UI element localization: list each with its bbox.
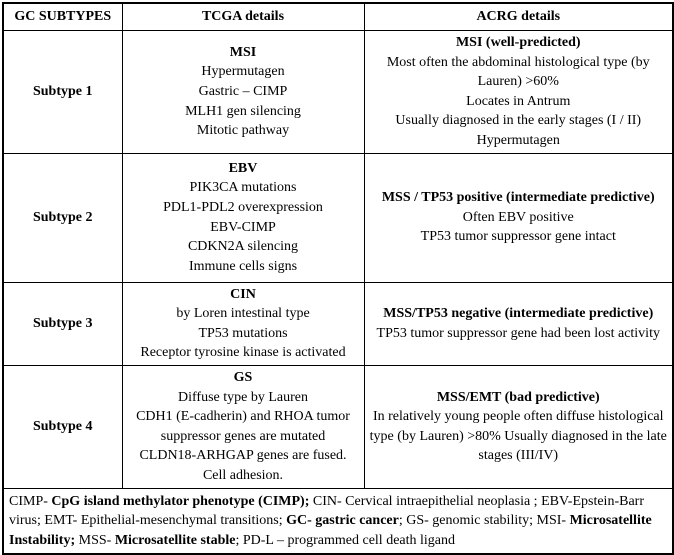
cell-line: by Loren intestinal type: [176, 306, 310, 322]
header-row: GC SUBTYPES TCGA details ACRG details: [2, 2, 674, 31]
cell-line: PDL1-PDL2 overexpression: [163, 199, 323, 215]
table-row-subtype-3: Subtype 3 CIN by Loren intestinal type TP…: [2, 281, 674, 366]
cell-line: Diffuse type by Lauren: [178, 389, 308, 405]
footnote-text: ; PD-L – programmed cell death ligand: [235, 532, 455, 548]
cell-line: Mitotic pathway: [196, 123, 290, 139]
footnote-term: GC- gastric cancer: [286, 513, 399, 529]
footnote-text: MSS-: [75, 532, 115, 548]
cell-line: MLH1 gen silencing: [185, 103, 301, 119]
cell-line: Immune cells signs: [188, 258, 298, 274]
footnote-text: ; GS- genomic stability; MSI-: [398, 513, 570, 529]
header-tcga-details: TCGA details: [121, 2, 365, 31]
subtype-3-label: Subtype 3: [2, 281, 123, 366]
acrg-lines: Often EBV positive TP53 tumor suppressor …: [369, 208, 669, 247]
cell-line: CDKN2A silencing: [187, 239, 299, 255]
subtype-2-label: Subtype 2: [2, 152, 123, 283]
subtype-1-tcga-cell: MSI Hypermutagen Gastric – CIMP MLH1 gen s…: [121, 30, 365, 154]
subtype-1-label: Subtype 1: [2, 30, 123, 154]
cell-line: Hypermutagen: [476, 132, 560, 148]
table-row-subtype-2: Subtype 2 EBV PIK3CA mutations PDL1-PDL2 …: [2, 152, 674, 283]
footnote-term: CpG island methylator phenotype (CIMP);: [51, 493, 310, 509]
subtype-2-tcga-cell: EBV PIK3CA mutations PDL1-PDL2 overexpres…: [121, 152, 365, 283]
tcga-lines: PIK3CA mutations PDL1-PDL2 overexpression…: [127, 178, 360, 276]
footnote-text: CIMP-: [9, 493, 52, 509]
acrg-title: MSS/EMT (bad predictive): [436, 389, 600, 405]
cell-line: CDH1 (E-cadherin) and RHOA tumor suppres…: [136, 409, 350, 444]
table-row-subtype-4: Subtype 4 GS Diffuse type by Lauren CDH1 …: [2, 364, 674, 489]
cell-line: Cell adhesion.: [202, 467, 284, 483]
subtype-4-tcga-cell: GS Diffuse type by Lauren CDH1 (E-cadheri…: [121, 364, 365, 489]
tcga-title: CIN: [230, 286, 256, 302]
cell-line: Hypermutagen: [201, 64, 285, 80]
footnote-text: CIN- Cervical intraepithelial neoplasia …: [9, 493, 644, 529]
acrg-lines: In relatively young people often diffuse…: [369, 407, 669, 466]
subtype-3-acrg-cell: MSS/TP53 negative (intermediate predicti…: [363, 281, 674, 366]
tcga-lines: Diffuse type by Lauren CDH1 (E-cadherin) …: [127, 388, 360, 486]
cell-line: Receptor tyrosine kinase is activated: [140, 345, 346, 361]
cell-line: TP53 tumor suppressor gene had been lost…: [376, 325, 660, 341]
subtype-3-tcga-cell: CIN by Loren intestinal type TP53 mutatio…: [121, 281, 365, 366]
cell-line: EBV-CIMP: [210, 219, 276, 235]
tcga-title: MSI: [229, 44, 257, 60]
tcga-lines: by Loren intestinal type TP53 mutations Re…: [127, 304, 360, 363]
header-acrg-details: ACRG details: [363, 2, 674, 31]
tcga-title: EBV: [228, 160, 258, 176]
cell-line: PIK3CA mutations: [189, 180, 297, 196]
acrg-title: MSI (well-predicted): [455, 35, 581, 50]
subtype-1-acrg-cell: MSI (well-predicted) Most often the abdo…: [363, 30, 674, 154]
acrg-lines: TP53 tumor suppressor gene had been lost…: [369, 324, 669, 344]
cell-line: Usually diagnosed in the early stages (I…: [395, 113, 642, 129]
subtype-4-acrg-cell: MSS/EMT (bad predictive) In relatively y…: [363, 364, 674, 489]
header-gc-subtypes: GC SUBTYPES: [2, 2, 123, 31]
acrg-title: MSS / TP53 positive (intermediate predic…: [381, 190, 655, 206]
acrg-lines: Most often the abdominal histological ty…: [369, 53, 669, 151]
tcga-lines: Hypermutagen Gastric – CIMP MLH1 gen silen…: [127, 62, 360, 140]
cell-line: TP53 tumor suppressor gene intact: [420, 229, 616, 245]
cell-line: Most often the abdominal histological ty…: [386, 54, 650, 90]
acrg-title: MSS/TP53 negative (intermediate predicti…: [383, 306, 654, 322]
cell-line: In relatively young people often diffuse…: [369, 409, 667, 464]
cell-line: Gastric – CIMP: [198, 83, 288, 99]
table-row-subtype-1: Subtype 1 MSI Hypermutagen Gastric – CIMP…: [2, 30, 674, 154]
cell-line: CLDN18-ARHGAP genes are fused.: [139, 448, 347, 464]
subtype-4-label: Subtype 4: [2, 364, 123, 489]
tcga-title: GS: [233, 369, 253, 385]
cell-line: Locates in Antrum: [466, 93, 571, 109]
subtype-2-acrg-cell: MSS / TP53 positive (intermediate predic…: [363, 152, 674, 283]
footnote-row: CIMP- CpG island methylator phenotype (C…: [2, 487, 674, 555]
cell-line: TP53 mutations: [198, 325, 288, 341]
footnote-term: Microsatellite stable: [114, 532, 236, 548]
cell-line: Often EBV positive: [462, 209, 574, 225]
abbreviations-footnote: CIMP- CpG island methylator phenotype (C…: [2, 487, 674, 555]
